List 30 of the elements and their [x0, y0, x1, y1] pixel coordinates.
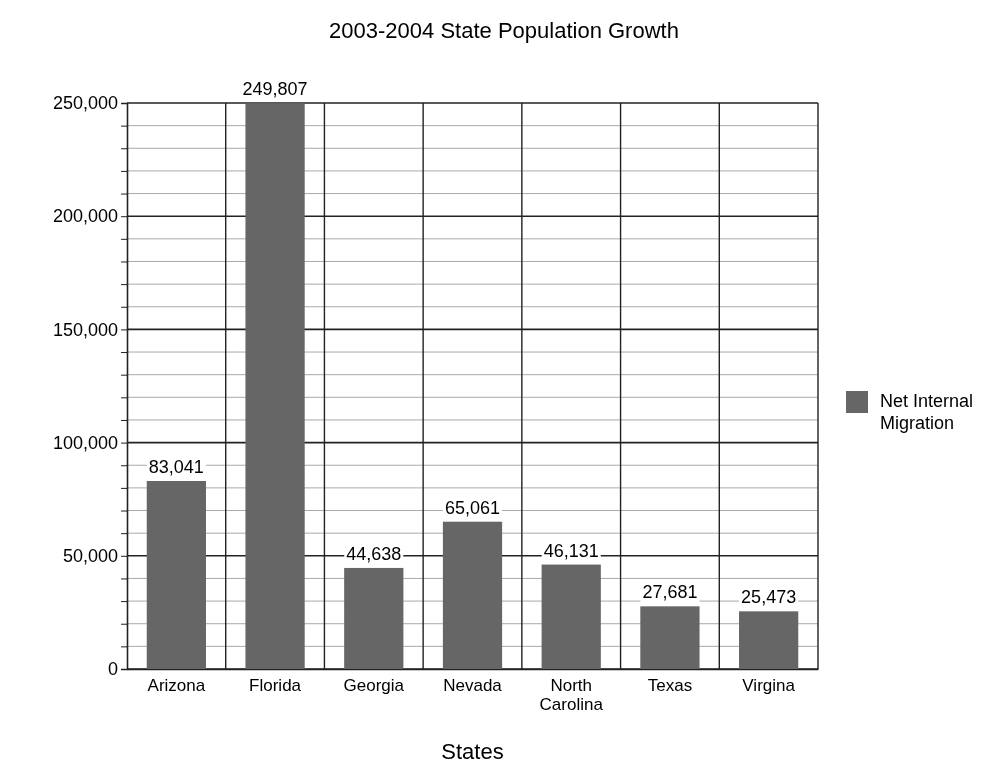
y-tick-label: 100,000: [52, 432, 118, 453]
y-tick-label: 150,000: [52, 319, 118, 340]
y-tick-label: 50,000: [62, 546, 118, 567]
bar: [245, 103, 305, 669]
x-tick-label: Arizona: [147, 675, 206, 695]
x-axis-title: States: [441, 739, 504, 764]
x-tick-label: North Carolina: [539, 675, 604, 715]
x-tick-label: Texas: [647, 675, 693, 695]
bar: [146, 481, 206, 669]
bar: [344, 567, 404, 669]
data-label: 46,131: [543, 540, 599, 561]
x-tick-label: Florida: [249, 675, 302, 695]
x-tick-label: Virgina: [742, 675, 796, 695]
legend-label: Net Internal Migration: [880, 391, 974, 433]
y-tick-label: 250,000: [52, 93, 118, 114]
y-tick-label: 0: [107, 659, 118, 680]
bar: [739, 611, 799, 669]
data-label: 83,041: [148, 457, 204, 477]
data-label: 27,681: [642, 582, 698, 603]
data-label: 44,638: [346, 543, 402, 564]
y-tick-label: 200,000: [52, 206, 118, 227]
bar: [541, 564, 601, 669]
data-label: 25,473: [741, 587, 797, 608]
bar: [640, 606, 700, 669]
bar: [442, 521, 503, 669]
x-tick-label: Georgia: [343, 675, 405, 695]
data-label: 65,061: [444, 497, 501, 518]
data-label: 249,807: [242, 79, 308, 100]
chart-title: 2003-2004 State Population Growth: [329, 18, 679, 43]
x-tick-label: Nevada: [443, 675, 503, 695]
